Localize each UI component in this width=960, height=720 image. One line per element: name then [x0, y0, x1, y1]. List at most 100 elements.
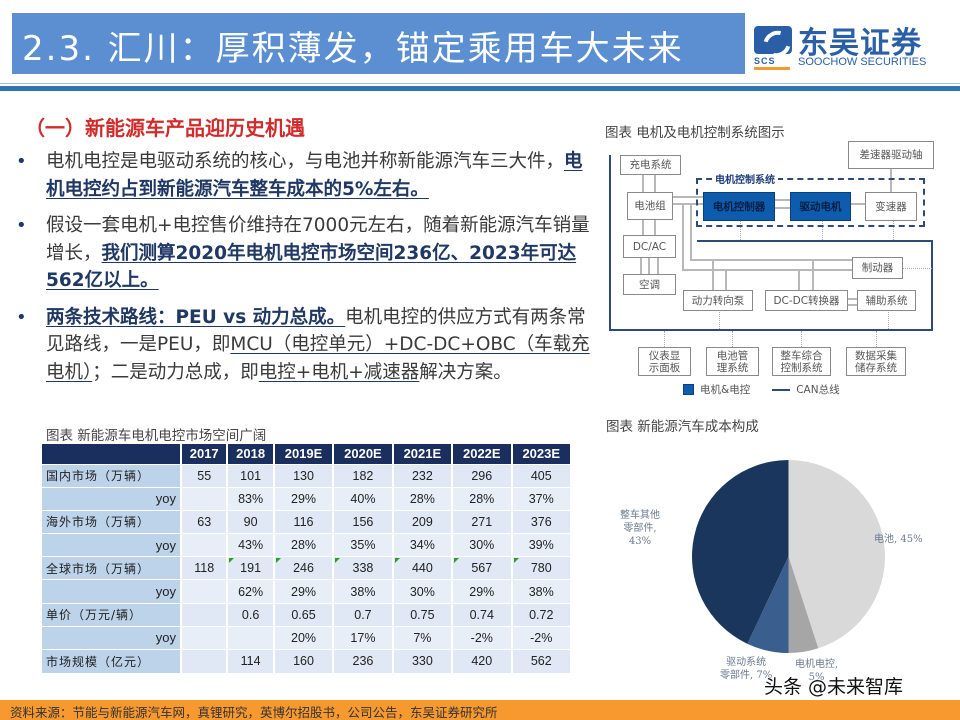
table-cell: 567 [452, 556, 513, 580]
box-motor-controller: 电机控制器 [703, 192, 775, 221]
bullet-emphasis: 我们测算2020年电机电控市场空间236亿、2023年可达562亿以上。 [46, 242, 577, 292]
connector-line [690, 203, 692, 259]
box-label: 控制系统 [780, 361, 823, 374]
bullet-emphasis: 电机电控约占到新能源汽车整车成本的5%左右。 [46, 151, 583, 200]
table-cell: 780 [511, 556, 572, 580]
table-cell: 37% [511, 486, 572, 511]
cell-value: 246 [293, 561, 314, 576]
table-cell [181, 602, 229, 627]
formula-flag-icon [335, 558, 341, 564]
table-cell: 338 [333, 556, 394, 580]
bullet-text: 电机电控的供应方式有两条常见路线，一是PEU，即 [46, 306, 586, 356]
table-cell [181, 579, 229, 604]
row-label: 海外市场（万辆） [42, 509, 182, 534]
market-size-table: 2017 2018 2019E 2020E 2021E 2022E 2023E … [42, 444, 572, 673]
diagram-figure-title: 图表 电机及电机控制系统图示 [605, 125, 785, 141]
cell-value: 567 [471, 561, 493, 576]
table-row: 市场规模（亿元） 114 160 236 330 420 562 [42, 648, 572, 673]
logo-name-en: SOOCHOW SECURITIES [798, 56, 927, 68]
box-auxiliary-system: 辅助系统 [857, 290, 916, 311]
table-cell: 296 [452, 463, 513, 488]
table-cell: 156 [333, 509, 394, 534]
table-cell: 83% [227, 486, 275, 511]
connector-line [642, 219, 644, 235]
box-drive-motor: 驱动电机 [790, 192, 851, 221]
box-brake: 制动器 [852, 257, 903, 279]
table-header-corner [42, 444, 182, 464]
table-cell: 62% [227, 579, 275, 604]
pie-label-other-parts: 整车其他 零部件, 43% [620, 509, 660, 548]
header-divider [0, 86, 960, 91]
bullet-dot-icon: • [16, 306, 27, 328]
table-cell: 28% [273, 533, 335, 557]
pie-label-line: 5% [808, 672, 825, 683]
table-cell: 29% [273, 579, 335, 604]
box-charging-system: 充电系统 [620, 155, 681, 175]
table-cell: 29% [452, 579, 513, 604]
dotted-link [801, 331, 802, 347]
legend-square-icon [683, 384, 694, 395]
source-text: 资料来源：节能与新能源汽车网，真锂研究，英博尔招股书，公司公告，东吴证券研究所 [10, 705, 498, 720]
box-label: 电池管 [716, 349, 749, 362]
table-cell: 40% [333, 486, 394, 511]
bullet-text: 解决方案。 [419, 361, 512, 383]
table-header-row: 2017 2018 2019E 2020E 2021E 2022E 2023E [42, 444, 572, 464]
table-cell: 0.6 [227, 602, 275, 627]
box-label: 仪表显 [648, 349, 681, 362]
table-cell: 236 [333, 648, 394, 673]
source-footer: 资料来源：节能与新能源汽车网，真锂研究，英博尔招股书，公司公告，东吴证券研究所 [0, 700, 960, 720]
formula-flag-icon [454, 558, 460, 564]
motor-control-system-diagram: 电机控制系统 充电系统 差速器驱动轴 电池组 电机控制器 驱动电机 变速器 DC… [600, 130, 960, 400]
can-bus-line-left [609, 155, 611, 331]
bullet-list: • 电机电控是电驱动系统的核心，与电池并称新能源汽车三大件，电机电控约占到新能源… [10, 148, 600, 395]
connector-line [672, 203, 703, 205]
pie-label-drive-parts: 驱动系统 零部件, 7% [720, 656, 772, 682]
box-label: 整车综合 [780, 349, 823, 362]
connector-line [774, 199, 790, 201]
pie-label-line: 驱动系统 [726, 657, 767, 668]
table-cell: 34% [392, 533, 454, 557]
table-header-cell: 2017 [181, 444, 229, 464]
logo-name-cn: 东吴证券 [798, 26, 922, 61]
box-differential-axle: 差速器驱动轴 [848, 141, 934, 169]
table-row: yoy 43% 28% 35% 34% 30% 39% [42, 533, 572, 557]
table-figure-title: 图表 新能源车电机电控市场空间广阔 [46, 428, 267, 444]
table-cell: 63 [181, 509, 229, 534]
box-battery-management: 电池管 理系统 [706, 347, 759, 376]
dotted-link [664, 331, 665, 347]
box-vehicle-control: 整车综合 控制系统 [772, 347, 831, 376]
box-label: 数据采集 [855, 349, 897, 362]
pie-label-line: 整车其他 [620, 510, 660, 521]
can-bus-line [697, 240, 933, 331]
pie-label-battery: 电池, 45% [874, 534, 923, 545]
header-divider-thin [0, 83, 960, 84]
pie-slice-battery [788, 460, 885, 649]
connector-line [657, 257, 659, 274]
pie-label-line: 零部件, [623, 523, 657, 534]
table-cell: 191 [227, 556, 275, 580]
page-title: 2.3. 汇川：厚积薄发，锚定乘用车大未来 [22, 29, 684, 69]
table-header-cell: 2018 [227, 444, 275, 464]
brand-logo: SCS 东吴证券 SOOCHOW SECURITIES [752, 18, 952, 73]
diagram-legend: 电机&电控 CAN总线 [683, 382, 840, 397]
table-cell: 182 [333, 463, 394, 488]
connector-line [725, 269, 727, 290]
cell-value: 191 [240, 561, 262, 576]
connector-line [847, 304, 857, 306]
box-air-conditioning: 空调 [623, 274, 676, 295]
cost-structure-pie-chart [692, 460, 885, 653]
formula-flag-icon [394, 558, 400, 564]
table-row: yoy 62% 29% 38% 30% 29% 38% [42, 579, 572, 604]
table-cell: 28% [392, 486, 454, 511]
table-cell: 39% [511, 533, 572, 557]
connector-line [690, 259, 852, 261]
bullet-dot-icon: • [16, 151, 27, 172]
bullet-text: 假设一套电机+电控售价维持在7000元左右，随着新能源汽车销量增长， [46, 215, 590, 264]
table-row: 单价（万元/辆） 0.6 0.65 0.7 0.75 0.74 0.72 [42, 602, 572, 627]
row-label: 市场规模（亿元） [42, 648, 182, 673]
table-row: yoy 83% 29% 40% 28% 28% 37% [42, 486, 572, 511]
cell-value: 440 [411, 561, 433, 576]
bullet-underlined: MCU（电控单元）+DC-DC+OBC（车载充电机） [46, 334, 590, 383]
row-label: yoy [42, 486, 182, 511]
table-cell: 30% [452, 533, 513, 557]
